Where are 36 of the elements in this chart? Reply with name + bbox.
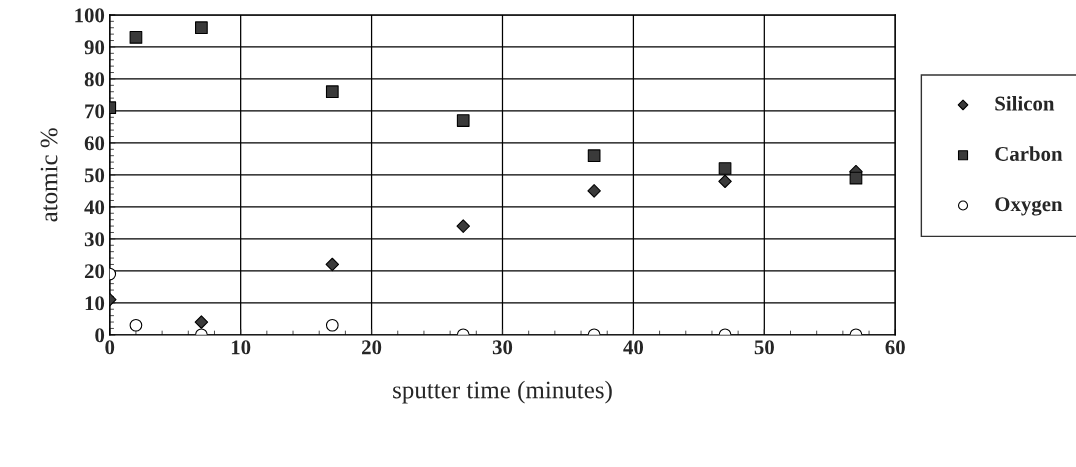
point [587,184,601,198]
y-tick-label: 40 [84,200,105,215]
x-tick-label: 60 [885,340,905,355]
point [718,162,732,175]
x-tick-label: 10 [231,340,251,355]
legend-label: Oxygen [995,197,1063,216]
point [325,318,339,332]
point [194,315,209,329]
legend-label: Silicon [995,95,1055,111]
point [129,318,143,332]
y-tick-label: 30 [84,232,105,247]
x-tick-label: 30 [492,340,513,355]
x-tick-label: 20 [362,340,382,355]
point [195,21,208,35]
y-tick-label: 20 [84,264,105,279]
point [456,219,470,233]
legend-label: Carbon [995,146,1063,161]
y-axis-title: atomic % [40,128,58,222]
point [325,257,340,272]
y-tick-label: 80 [84,72,105,87]
point [129,30,143,44]
y-tick-label: 0 [95,328,105,343]
point [587,149,601,163]
x-tick-label: 0 [105,340,115,355]
y-tick-label: 90 [84,40,105,55]
point [718,174,732,189]
x-tick-label: 50 [754,340,774,355]
y-tick-label: 60 [84,136,105,151]
point [456,114,470,127]
x-tick-label: 40 [623,340,644,355]
y-tick-label: 10 [85,296,105,311]
y-tick-label: 50 [84,168,105,183]
point [325,85,339,99]
x-axis-title: sputter time (minutes) [393,380,612,404]
y-tick-label: 100 [75,8,105,23]
y-tick-label: 70 [85,104,105,119]
